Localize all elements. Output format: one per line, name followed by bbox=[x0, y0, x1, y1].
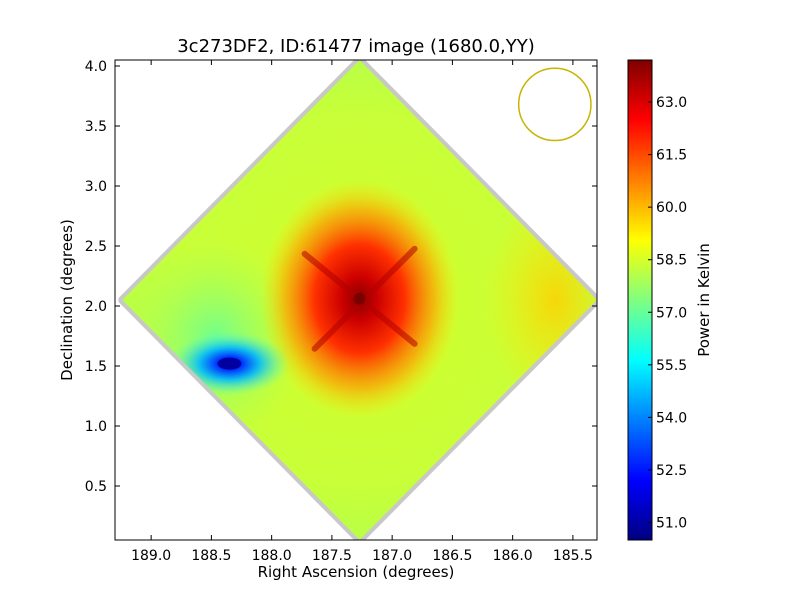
field-interior bbox=[122, 60, 597, 540]
colorbar-tick-label: 58.5 bbox=[656, 253, 687, 269]
power-map bbox=[118, 60, 597, 540]
colorbar-ticks: 51.0 52.5 54.0 55.5 57.0 58.5 60.0 61.5 63.0 bbox=[648, 95, 687, 531]
x-tick-label: 187.0 bbox=[372, 548, 412, 564]
y-tick-label: 0.5 bbox=[85, 479, 107, 495]
y-tick-label: 3.0 bbox=[85, 179, 107, 195]
chart-title: 3c273DF2, ID:61477 image (1680.0,YY) bbox=[177, 36, 535, 57]
plot-area bbox=[118, 60, 597, 540]
x-tick-label: 188.5 bbox=[191, 548, 231, 564]
colorbar-tick-label: 55.5 bbox=[656, 358, 687, 374]
colorbar-tick-label: 61.5 bbox=[656, 148, 687, 164]
y-tick-label: 1.0 bbox=[85, 419, 107, 435]
x-tick-label: 186.0 bbox=[493, 548, 533, 564]
x-axis: 189.0 188.5 188.0 187.5 187.0 186.5 186.0 185.5 bbox=[131, 60, 593, 564]
beam-circle bbox=[517, 67, 592, 142]
colorbar-label: Power in Kelvin bbox=[695, 243, 713, 357]
y-axis-label: Declination (degrees) bbox=[58, 219, 76, 381]
colorbar: 51.0 52.5 54.0 55.5 57.0 58.5 60.0 61.5 63.0 Pow… bbox=[627, 59, 713, 541]
dip-core bbox=[217, 357, 242, 370]
plot-frame bbox=[114, 59, 598, 541]
x-tick-label: 189.0 bbox=[131, 548, 171, 564]
y-tick-label: 2.5 bbox=[85, 239, 107, 255]
y-tick-label: 4.0 bbox=[85, 59, 107, 75]
y-tick-label: 1.5 bbox=[85, 359, 107, 375]
colorbar-gradient bbox=[627, 59, 653, 541]
field-warm-edge bbox=[485, 190, 597, 410]
colorbar-tick-label: 60.0 bbox=[656, 200, 687, 216]
x-axis-label: Right Ascension (degrees) bbox=[258, 563, 455, 581]
y-tick-label: 3.5 bbox=[85, 119, 107, 135]
x-tick-label: 188.0 bbox=[252, 548, 292, 564]
peak-core bbox=[353, 292, 366, 305]
colorbar-tick-label: 52.5 bbox=[656, 463, 687, 479]
colorbar-tick-label: 57.0 bbox=[656, 305, 687, 321]
colorbar-tick-label: 63.0 bbox=[656, 95, 687, 111]
x-tick-label: 185.5 bbox=[553, 548, 593, 564]
y-axis: 0.5 1.0 1.5 2.0 2.5 3.0 3.5 4.0 bbox=[85, 59, 597, 495]
x-tick-label: 186.5 bbox=[432, 548, 472, 564]
colorbar-tick-label: 51.0 bbox=[656, 515, 687, 531]
colorbar-tick-label: 54.0 bbox=[656, 410, 687, 426]
x-tick-label: 187.5 bbox=[312, 548, 352, 564]
y-tick-label: 2.0 bbox=[85, 299, 107, 315]
